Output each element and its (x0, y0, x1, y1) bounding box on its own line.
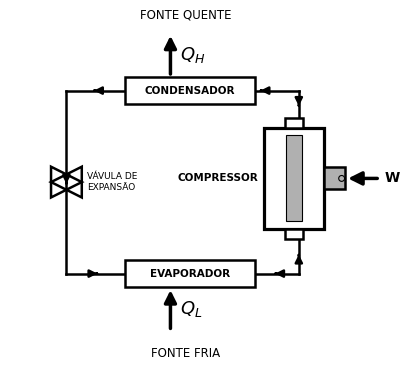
Text: $Q_H$: $Q_H$ (180, 45, 205, 65)
Bar (285, 229, 303, 239)
Bar (125, 260, 255, 287)
Text: COMPRESSOR: COMPRESSOR (178, 173, 258, 183)
Bar (264, 128, 324, 229)
Text: VÁVULA DE
EXPANSÃO: VÁVULA DE EXPANSÃO (87, 172, 138, 193)
Bar (286, 135, 302, 221)
Bar (324, 168, 344, 190)
Bar (125, 77, 255, 104)
Text: $Q_L$: $Q_L$ (180, 299, 202, 319)
Circle shape (339, 176, 344, 182)
Text: EVAPORADOR: EVAPORADOR (150, 269, 230, 279)
Bar (285, 118, 303, 128)
Text: CONDENSADOR: CONDENSADOR (145, 86, 235, 96)
Text: W: W (384, 171, 400, 186)
Text: FONTE FRIA: FONTE FRIA (151, 347, 220, 361)
Text: FONTE QUENTE: FONTE QUENTE (140, 8, 231, 21)
